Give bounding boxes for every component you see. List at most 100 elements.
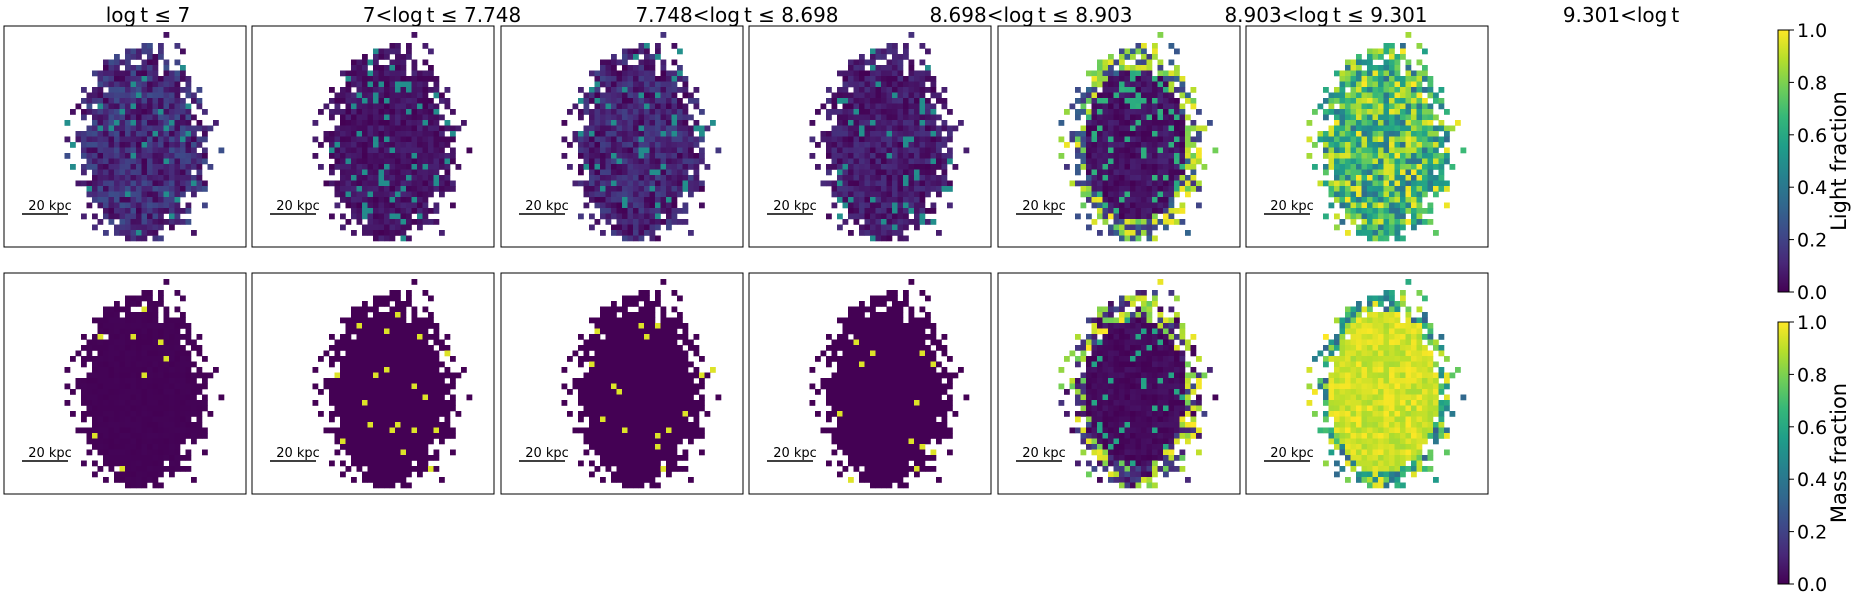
pixel	[351, 427, 357, 434]
pixel	[86, 383, 93, 390]
pixel	[163, 164, 170, 170]
pixel	[1146, 213, 1153, 220]
pixel	[136, 378, 142, 384]
pixel	[1086, 224, 1092, 231]
pixel	[1102, 70, 1109, 77]
pixel	[334, 98, 341, 104]
pixel	[919, 213, 926, 220]
pixel	[622, 158, 628, 165]
pixel	[422, 290, 429, 296]
pixel	[886, 213, 893, 220]
pixel	[1075, 131, 1081, 137]
pixel	[345, 427, 352, 434]
pixel	[136, 114, 142, 121]
pixel	[583, 147, 590, 154]
pixel	[114, 153, 120, 159]
pixel	[362, 328, 368, 335]
pixel	[345, 411, 352, 417]
pixel	[622, 180, 628, 187]
pixel	[633, 103, 639, 110]
pixel	[881, 164, 887, 170]
pixel	[605, 120, 612, 126]
pixel	[114, 312, 120, 318]
pixel	[1108, 114, 1114, 121]
pixel	[666, 87, 672, 93]
pixel	[174, 389, 181, 395]
pixel	[384, 76, 390, 82]
pixel	[406, 422, 412, 428]
pixel	[444, 400, 451, 406]
pixel	[1416, 98, 1423, 104]
pixel	[1345, 186, 1351, 192]
pixel	[384, 317, 390, 324]
pixel	[1323, 169, 1329, 176]
pixel	[638, 186, 645, 192]
pixel	[1339, 186, 1346, 192]
pixel	[406, 109, 412, 115]
pixel	[185, 180, 192, 187]
pixel	[837, 114, 843, 121]
pixel	[897, 169, 904, 176]
pixel	[389, 427, 396, 434]
pixel	[1367, 54, 1373, 60]
pixel	[1350, 153, 1357, 159]
pixel	[1124, 48, 1131, 55]
pixel	[1108, 230, 1114, 236]
pixel	[417, 197, 423, 203]
pixel	[1367, 59, 1373, 66]
pixel	[411, 345, 418, 351]
pixel	[356, 411, 363, 417]
pixel	[600, 131, 606, 137]
pixel	[367, 180, 374, 187]
pixel	[86, 350, 93, 357]
pixel	[1361, 191, 1368, 198]
pixel	[92, 136, 98, 143]
pixel	[428, 438, 434, 445]
pixel	[853, 81, 860, 88]
pixel	[428, 120, 434, 126]
pixel	[130, 334, 137, 340]
pixel	[351, 367, 357, 373]
pixel	[1102, 125, 1109, 132]
pixel	[406, 208, 412, 214]
pixel	[362, 109, 368, 115]
pixel	[1411, 208, 1417, 214]
pixel	[70, 356, 76, 362]
pixel	[125, 224, 131, 231]
pixel	[125, 389, 131, 395]
pixel	[141, 136, 148, 143]
pixel	[455, 411, 462, 417]
pixel	[114, 416, 120, 423]
pixel	[444, 153, 451, 159]
pixel	[417, 70, 423, 77]
pixel	[439, 147, 445, 154]
pixel	[693, 87, 700, 93]
pixel	[395, 422, 401, 428]
pixel	[1422, 136, 1428, 143]
pixel	[1152, 191, 1158, 198]
pixel	[886, 59, 893, 66]
pixel	[1394, 103, 1401, 110]
pixel	[1113, 125, 1120, 132]
pixel	[185, 131, 192, 137]
pixel	[660, 164, 667, 170]
pixel	[114, 356, 120, 362]
pixel	[400, 345, 407, 351]
pixel	[384, 312, 390, 318]
pixel	[356, 153, 363, 159]
pixel	[373, 345, 379, 351]
pixel	[842, 191, 849, 198]
pixel	[1179, 131, 1186, 137]
pixel	[174, 120, 181, 126]
pixel	[1152, 103, 1158, 110]
pixel	[1108, 142, 1114, 148]
pixel	[649, 70, 656, 77]
pixel	[1157, 202, 1164, 209]
pixel	[180, 208, 186, 214]
pixel	[114, 109, 120, 115]
pixel	[1130, 81, 1136, 88]
pixel	[1174, 186, 1180, 192]
pixel	[1102, 175, 1109, 181]
pixel	[174, 427, 181, 434]
